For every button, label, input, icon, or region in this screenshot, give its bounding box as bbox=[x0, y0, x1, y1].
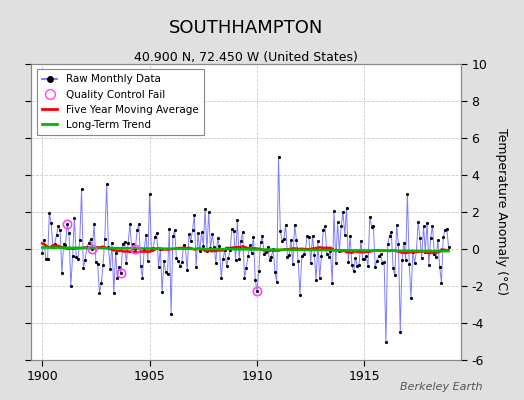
Title: 40.900 N, 72.450 W (United States): 40.900 N, 72.450 W (United States) bbox=[134, 51, 358, 64]
Text: Berkeley Earth: Berkeley Earth bbox=[400, 382, 482, 392]
Y-axis label: Temperature Anomaly (°C): Temperature Anomaly (°C) bbox=[495, 128, 508, 296]
Legend: Raw Monthly Data, Quality Control Fail, Five Year Moving Average, Long-Term Tren: Raw Monthly Data, Quality Control Fail, … bbox=[37, 69, 204, 135]
Text: SOUTHHAMPTON: SOUTHHAMPTON bbox=[169, 19, 323, 37]
